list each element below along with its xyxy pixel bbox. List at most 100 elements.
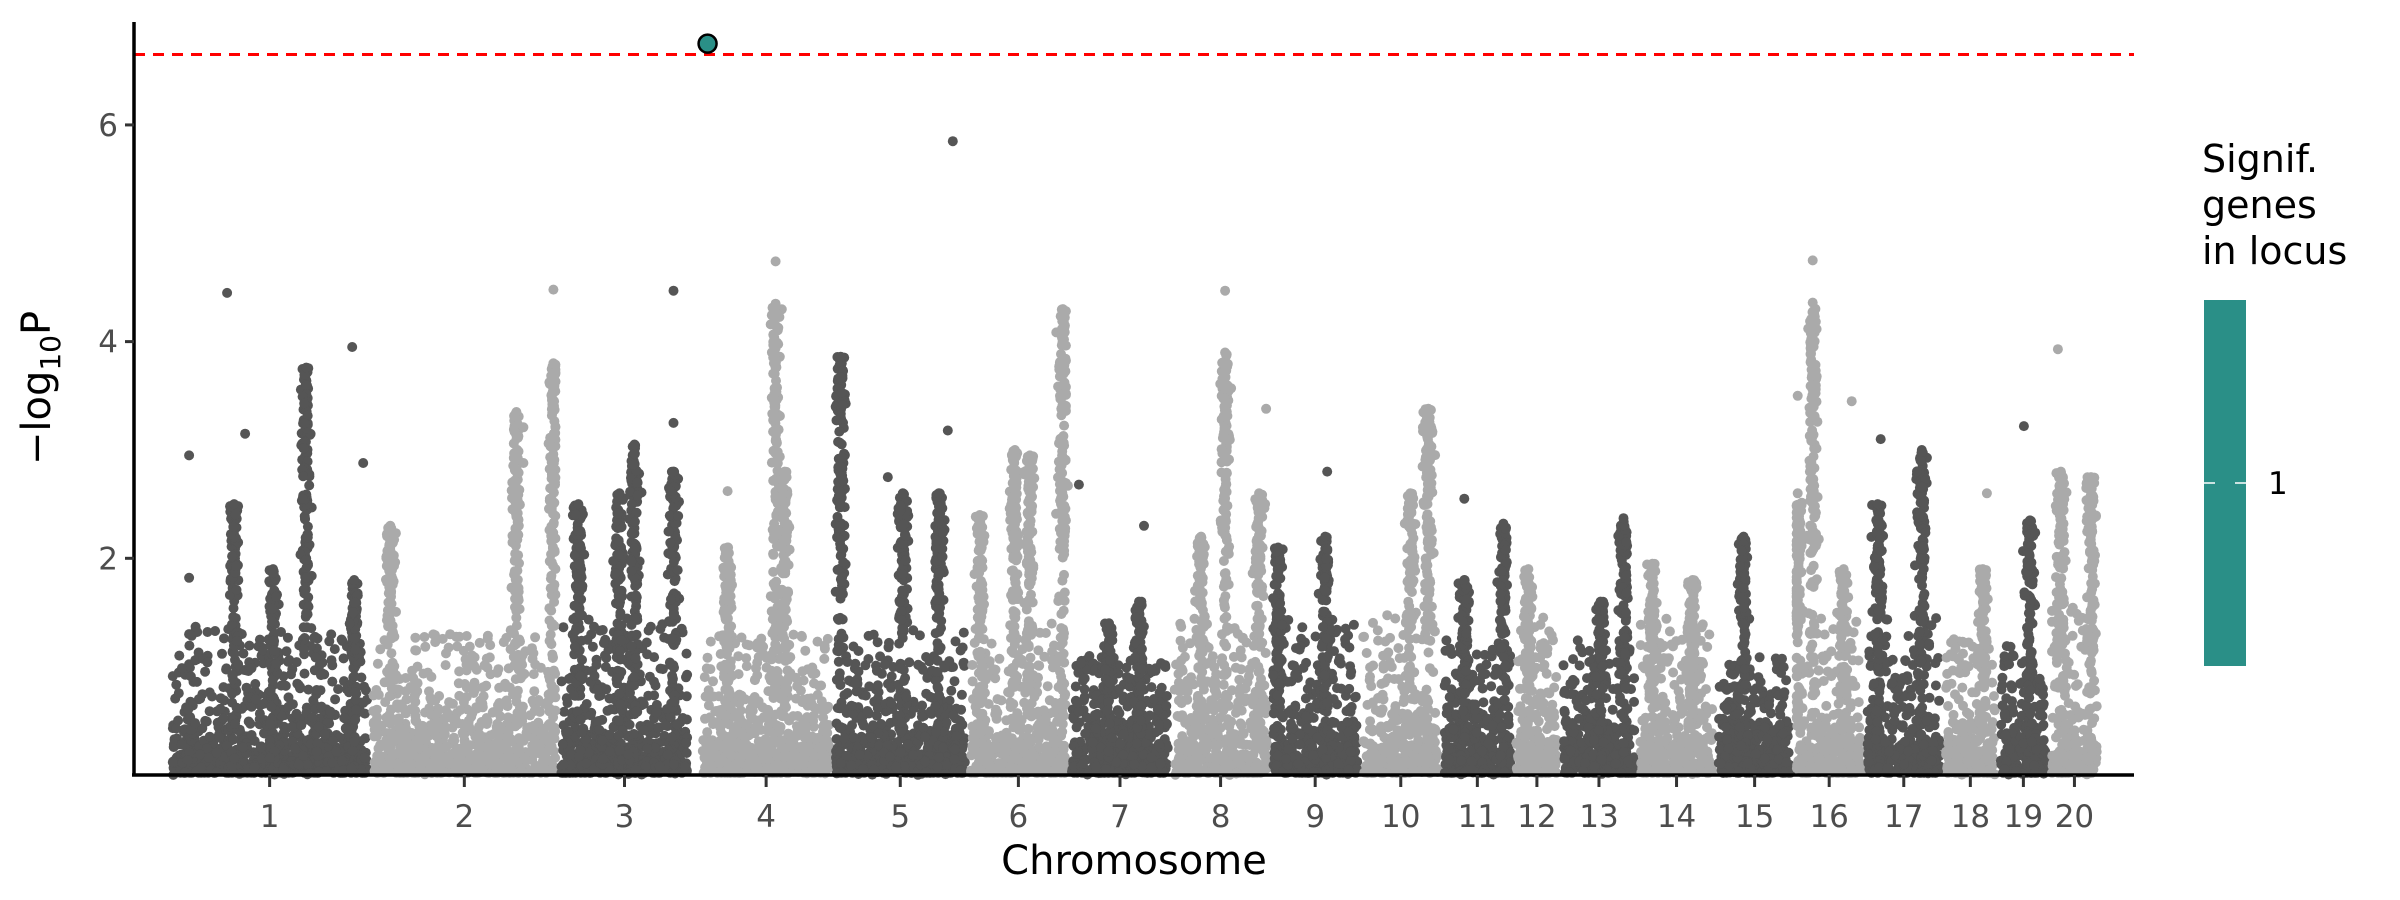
snp-point (1176, 756, 1186, 767)
snp-point (842, 688, 853, 698)
snp-point (279, 680, 290, 691)
snp-point (291, 657, 302, 668)
snp-point (448, 759, 458, 770)
snp-point (173, 715, 184, 726)
snp-point (1079, 684, 1090, 695)
snp-point (453, 718, 464, 729)
snp-point (816, 680, 827, 691)
snp-point (1207, 651, 1218, 662)
snp-point (1129, 759, 1140, 770)
snp-point (956, 689, 967, 700)
snp-point (1173, 695, 1184, 706)
snp-point (846, 760, 857, 771)
snp-point (708, 676, 718, 687)
snp-point (1089, 710, 1100, 721)
snp-point (528, 648, 539, 659)
snp-point (850, 678, 861, 689)
snp-point (797, 666, 808, 677)
snp-point (502, 701, 513, 712)
snp-point (1039, 718, 1050, 729)
snp-point (545, 629, 556, 640)
snp-point (681, 714, 692, 725)
snp-point (814, 742, 825, 753)
snp-point (562, 698, 573, 708)
snp-point (949, 676, 960, 687)
snp-point (539, 753, 550, 764)
snp-point (1226, 716, 1237, 727)
snp-point (1209, 683, 1220, 694)
snp-point (559, 706, 570, 717)
snp-point (464, 655, 474, 665)
snp-point (1209, 762, 1220, 773)
snp-point (330, 694, 341, 705)
snp-point (1005, 761, 1016, 772)
snp-point (278, 764, 289, 775)
snp-point (529, 686, 540, 697)
snp-point (992, 707, 1003, 718)
snp-point (948, 710, 959, 721)
snp-point (1237, 633, 1248, 644)
snp-point (1155, 758, 1166, 769)
snp-point (482, 715, 493, 726)
snp-point (396, 699, 406, 710)
snp-point (218, 713, 229, 724)
snp-point (641, 637, 652, 648)
snp-point (1046, 618, 1057, 629)
snp-point (741, 661, 752, 672)
snp-point (967, 660, 978, 670)
snp-point (207, 691, 218, 702)
snp-point (246, 730, 257, 740)
snp-point (1182, 685, 1193, 696)
snp-point (702, 652, 713, 663)
snp-point (944, 656, 955, 667)
snp-point (219, 633, 229, 644)
snp-point (1042, 681, 1053, 692)
snp-point (410, 696, 421, 707)
snp-point (326, 629, 337, 640)
snp-point (642, 649, 653, 660)
snp-point (718, 756, 729, 767)
snp-point (1223, 757, 1234, 768)
snp-point (440, 660, 451, 671)
snp-point (1235, 759, 1246, 770)
snp-point (601, 653, 612, 663)
snp-point (282, 632, 293, 643)
snp-point (1175, 618, 1186, 629)
snp-point (195, 749, 205, 760)
snp-point (710, 741, 721, 752)
snp-point (522, 731, 533, 742)
snp-point (249, 762, 260, 772)
snp-point (250, 679, 261, 689)
snp-point (530, 659, 541, 670)
snp-point (327, 676, 338, 687)
snp-point (243, 716, 254, 727)
snp-point (1230, 662, 1241, 673)
snp-point (536, 763, 547, 774)
snp-point (476, 741, 486, 752)
snp-point (772, 751, 783, 762)
snp-point (853, 646, 864, 656)
snp-point (1044, 695, 1055, 706)
snp-point (920, 731, 931, 742)
snp-point (1194, 756, 1205, 767)
snp-point (329, 644, 340, 655)
snp-point (176, 739, 187, 750)
snp-point (1179, 651, 1190, 662)
snp-point (1250, 761, 1261, 772)
snp-point (792, 681, 803, 692)
snp-point (741, 639, 752, 650)
snp-point (1115, 738, 1126, 749)
snp-point (643, 625, 654, 636)
snp-point (863, 630, 874, 641)
snp-point (996, 695, 1007, 706)
snp-point (217, 648, 227, 659)
snp-point (649, 690, 660, 701)
snp-point (328, 735, 339, 746)
snp-point (471, 664, 482, 675)
snp-point (592, 684, 603, 695)
snp-point (307, 712, 318, 723)
snp-point (321, 765, 332, 776)
snp-point (997, 758, 1008, 769)
snp-point (704, 712, 715, 723)
snp-point (839, 733, 850, 744)
